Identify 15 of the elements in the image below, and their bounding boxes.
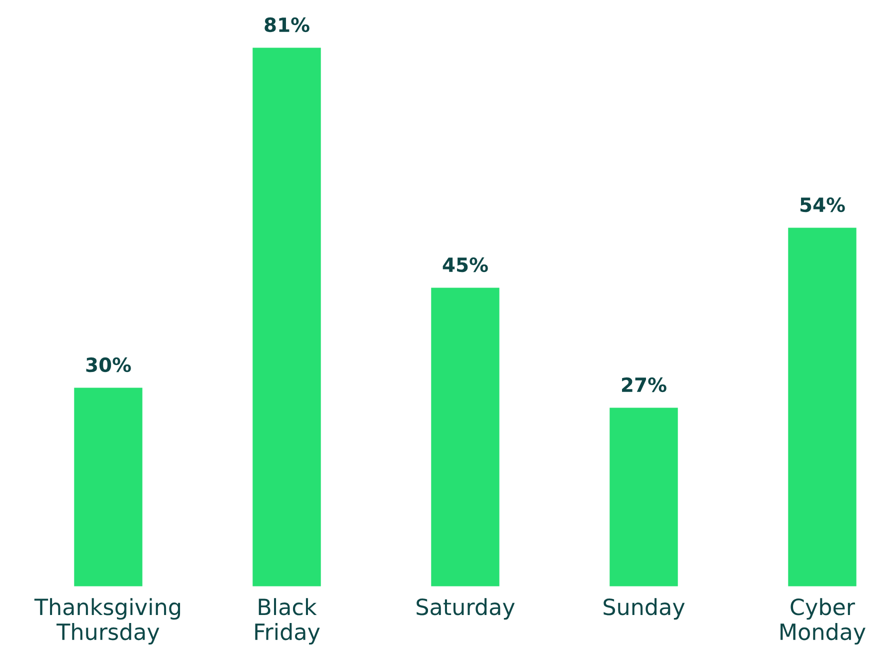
x-tick-label: Black Friday: [255, 598, 320, 644]
data-label: 54%: [800, 197, 845, 212]
bar: [608, 406, 680, 587]
bar: [430, 286, 501, 587]
bar: [72, 386, 144, 587]
data-label: 81%: [264, 17, 310, 32]
bar: [251, 46, 322, 587]
x-tick-label: Sunday: [604, 598, 685, 620]
bar: [786, 226, 858, 587]
x-tick-label: Saturday: [416, 598, 515, 620]
data-label: 45%: [442, 257, 488, 272]
x-tick-label: Cyber Monday: [780, 598, 866, 644]
data-label: 30%: [86, 357, 131, 372]
data-label: 27%: [622, 377, 666, 392]
x-tick-label: Thanksgiving Thursday: [34, 598, 180, 644]
